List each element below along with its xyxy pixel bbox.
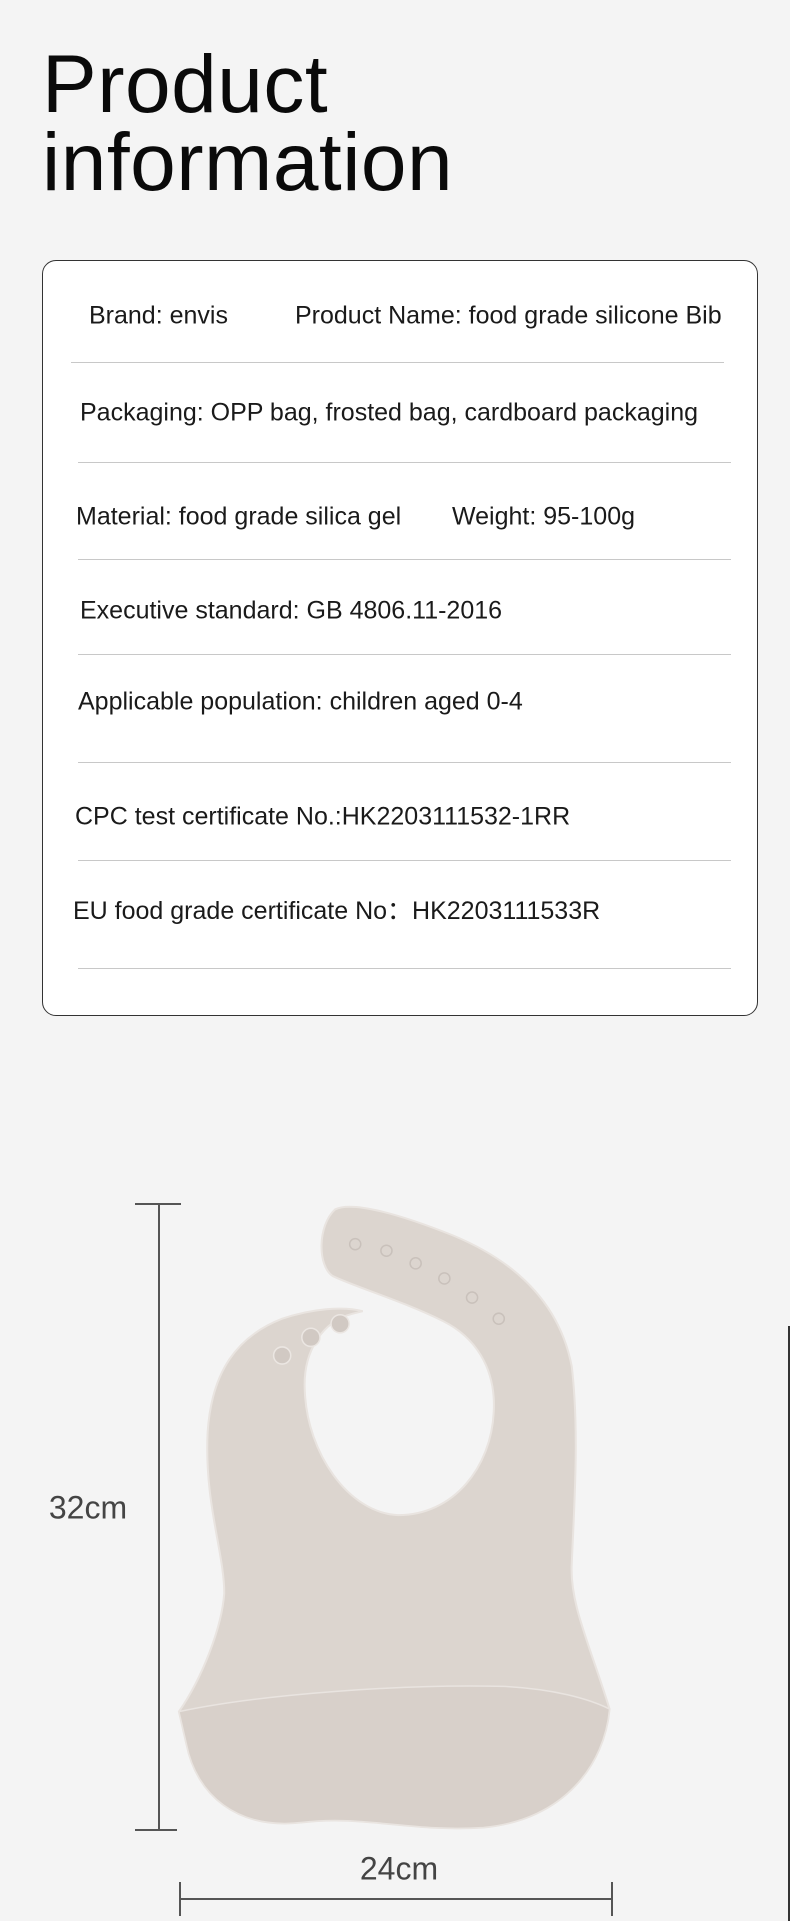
title-line-2: information [42,117,454,208]
brand-text: Brand: envis [89,301,228,330]
width-label: 24cm [359,1850,439,1887]
width-dimension-line [180,1898,612,1900]
divider [71,362,724,363]
divider [78,654,731,655]
eu-text: EU food grade certificate No：HK220311153… [73,897,601,925]
height-tick-top [135,1203,181,1205]
width-tick-left [179,1882,181,1916]
weight-text: Weight: 95-100g [452,502,635,531]
height-tick-bottom [135,1829,177,1831]
height-dimension-line [158,1204,160,1831]
width-tick-right [611,1882,613,1916]
packaging-text: Packaging: OPP bag, frosted bag, cardboa… [80,398,699,427]
snap-buttons [272,1313,350,1365]
divider [78,462,731,463]
product-name-text: Product Name: food grade silicone Bib [295,301,722,330]
material-text: Material: food grade silica gel [76,502,402,531]
population-text: Applicable population: children aged 0-4 [78,687,523,716]
edge-line [788,1326,790,1921]
title-line-1: Product [42,39,329,130]
height-label: 32cm [48,1489,128,1526]
standard-text: Executive standard: GB 4806.11-2016 [80,596,503,625]
cpc-text: CPC test certificate No.:HK2203111532-1R… [75,802,571,831]
snap-holes [348,1237,506,1326]
bib-pocket [178,1685,611,1830]
page-title: Product information [42,44,453,204]
divider [78,860,731,861]
divider [78,762,731,763]
divider [78,968,731,969]
divider [78,559,731,560]
bib-image [177,1205,611,1830]
product-info-card [42,260,758,1016]
